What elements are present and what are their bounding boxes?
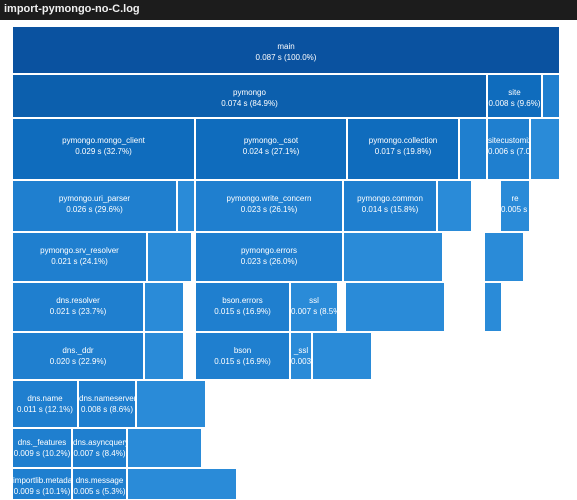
box-pymongo-mongo-client[interactable]: pymongo.mongo_client 0.029 s (32.7%) — [12, 118, 195, 180]
box-label: bson — [233, 346, 252, 355]
box-value: 0.008 s (8.6%) — [80, 405, 134, 414]
box-site[interactable]: site 0.008 s (9.6%) — [487, 74, 542, 118]
box-bson[interactable]: bson 0.015 s (16.9%) — [195, 332, 290, 380]
box-label: re — [511, 194, 519, 203]
box-value: 0.005 s (5.3%) — [73, 487, 126, 496]
box-label: site — [508, 88, 521, 97]
box-pymongo-errors[interactable]: pymongo.errors 0.023 s (26.0%) — [195, 232, 343, 282]
box-value: 0.024 s (27.1%) — [242, 147, 300, 156]
box-dns-resolver[interactable]: dns.resolver 0.021 s (23.7%) — [12, 282, 144, 332]
box-value: 0.017 s (19.8%) — [374, 147, 432, 156]
box-label: dns._ddr — [62, 346, 94, 355]
box-label: dns.nameserver — [79, 394, 135, 403]
box-label: sitecustomize — [488, 136, 529, 145]
box-small-cluster[interactable] — [144, 282, 184, 332]
box-label: pymongo.srv_resolver — [40, 246, 119, 255]
box-label: importlib.metadata — [13, 476, 71, 485]
box-pymongo-uri-parser[interactable]: pymongo.uri_parser 0.026 s (29.6%) — [12, 180, 177, 232]
box-small-cluster[interactable] — [147, 232, 192, 282]
box-value: 0.014 s (15.8%) — [361, 205, 419, 214]
box-label: pymongo._csot — [243, 136, 299, 145]
box-value: 0.003 s (3.2%) — [291, 357, 311, 366]
box-label: pymongo.common — [357, 194, 423, 203]
box-value: 0.007 s (8.4%) — [73, 449, 126, 458]
icicle-chart: main 0.087 s (100.0%) pymongo 0.074 s (8… — [0, 20, 577, 500]
box-label: pymongo.write_concern — [226, 194, 312, 203]
box-ssl-private[interactable]: _ssl 0.003 s (3.2%) — [290, 332, 312, 380]
box-small-cluster[interactable] — [343, 232, 443, 282]
box-pymongo-collection[interactable]: pymongo.collection 0.017 s (19.8%) — [347, 118, 459, 180]
box-dns-features[interactable]: dns._features 0.009 s (10.2%) — [12, 428, 72, 468]
box-label: dns.message — [75, 476, 124, 485]
box-small-cluster[interactable] — [484, 232, 524, 282]
box-value: 0.074 s (84.9%) — [221, 99, 278, 108]
box-small-cluster[interactable] — [437, 180, 472, 232]
box-small-cluster[interactable] — [542, 74, 560, 118]
box-typing-cluster[interactable] — [459, 118, 487, 180]
box-small-cluster[interactable] — [144, 332, 184, 380]
box-ssl[interactable]: ssl 0.007 s (8.5%) — [290, 282, 338, 332]
box-sitecustomize[interactable]: sitecustomize 0.006 s (7.0%) — [487, 118, 530, 180]
box-re[interactable]: re 0.005 s (6.2%) — [500, 180, 530, 232]
box-label: bson.errors — [222, 296, 263, 305]
box-small-cluster[interactable] — [177, 180, 195, 232]
box-value: 0.007 s (8.5%) — [291, 307, 337, 316]
box-main[interactable]: main 0.087 s (100.0%) — [12, 26, 560, 74]
box-value: 0.015 s (16.9%) — [214, 357, 271, 366]
box-dns-ddr[interactable]: dns._ddr 0.020 s (22.9%) — [12, 332, 144, 380]
box-dns-nameserver[interactable]: dns.nameserver 0.008 s (8.6%) — [78, 380, 136, 428]
box-value: 0.005 s (6.2%) — [501, 205, 529, 214]
box-pymongo-common[interactable]: pymongo.common 0.014 s (15.8%) — [343, 180, 437, 232]
box-label: ssl — [309, 296, 319, 305]
box-value: 0.021 s (23.7%) — [49, 307, 107, 316]
box-pymongo-srv-resolver[interactable]: pymongo.srv_resolver 0.021 s (24.1%) — [12, 232, 147, 282]
box-dns-asyncquery[interactable]: dns.asyncquery 0.007 s (8.4%) — [72, 428, 127, 468]
box-dns-message[interactable]: dns.message 0.005 s (5.3%) — [72, 468, 127, 500]
box-importlib-metadata[interactable]: importlib.metadata 0.009 s (10.1%) — [12, 468, 72, 500]
box-small-cluster[interactable] — [136, 380, 206, 428]
box-value: 0.020 s (22.9%) — [49, 357, 107, 366]
box-pymongo[interactable]: pymongo 0.074 s (84.9%) — [12, 74, 487, 118]
box-value: 0.009 s (10.1%) — [13, 487, 71, 496]
box-label: pymongo.uri_parser — [58, 194, 131, 203]
box-value: 0.023 s (26.0%) — [240, 257, 298, 266]
box-value: 0.009 s (10.2%) — [13, 449, 71, 458]
box-small-cluster[interactable] — [530, 118, 560, 180]
box-label: dns.name — [27, 394, 63, 403]
box-value: 0.011 s (12.1%) — [17, 405, 73, 414]
box-small-cluster[interactable] — [127, 428, 202, 468]
box-label: dns.resolver — [56, 296, 100, 305]
box-bson-errors[interactable]: bson.errors 0.015 s (16.9%) — [195, 282, 290, 332]
box-value: 0.023 s (26.1%) — [240, 205, 298, 214]
box-pymongo-csot[interactable]: pymongo._csot 0.024 s (27.1%) — [195, 118, 347, 180]
box-value: 0.008 s (9.6%) — [488, 99, 541, 108]
box-label: _ssl — [293, 346, 309, 355]
box-value: 0.006 s (7.0%) — [488, 147, 529, 156]
box-small-cluster[interactable] — [484, 282, 502, 332]
box-value: 0.029 s (32.7%) — [75, 147, 132, 156]
box-label: main — [277, 42, 295, 51]
box-small-cluster[interactable] — [345, 282, 445, 332]
box-value: 0.021 s (24.1%) — [51, 257, 108, 266]
box-label: pymongo — [233, 88, 266, 97]
window-title: import-pymongo-no-C.log — [4, 3, 140, 15]
box-value: 0.087 s (100.0%) — [255, 53, 317, 62]
box-value: 0.026 s (29.6%) — [66, 205, 123, 214]
box-value: 0.015 s (16.9%) — [214, 307, 271, 316]
box-label: pymongo.mongo_client — [62, 136, 145, 145]
box-label: pymongo.errors — [240, 246, 298, 255]
box-small-cluster[interactable] — [127, 468, 237, 500]
box-label: dns.asyncquery — [73, 438, 126, 447]
box-dns-name[interactable]: dns.name 0.011 s (12.1%) — [12, 380, 78, 428]
box-small-cluster[interactable] — [312, 332, 372, 380]
box-pymongo-write-concern[interactable]: pymongo.write_concern 0.023 s (26.1%) — [195, 180, 343, 232]
box-label: dns._features — [17, 438, 67, 447]
window-titlebar: import-pymongo-no-C.log — [0, 0, 577, 20]
box-label: pymongo.collection — [368, 136, 438, 145]
